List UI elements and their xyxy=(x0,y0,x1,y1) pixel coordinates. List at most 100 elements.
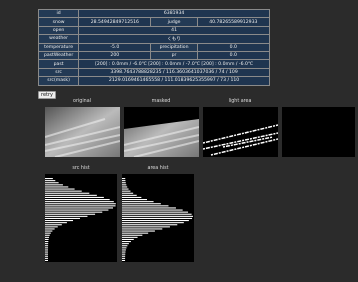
hist-stripe xyxy=(45,233,51,234)
hist-stripe xyxy=(45,241,48,242)
hist-stripe xyxy=(45,203,116,204)
cell-key: temperature xyxy=(39,43,79,51)
hist-stripe xyxy=(45,218,80,219)
hist-stripe xyxy=(122,226,170,227)
area-hist xyxy=(122,174,194,262)
hist-stripe xyxy=(122,180,125,181)
hist-stripe xyxy=(122,222,184,223)
cell-value: 6381934 xyxy=(79,10,270,18)
hist-stripe xyxy=(122,241,131,242)
hist-stripe xyxy=(45,231,52,232)
cell-value: 0.0 xyxy=(197,51,269,59)
cell-value: -5.0 xyxy=(79,43,151,51)
hist-stripe xyxy=(45,216,87,217)
hist-stripe xyxy=(45,256,48,257)
cell-value: くもり xyxy=(79,35,270,43)
hist-stripe xyxy=(45,193,89,194)
hist-stripe xyxy=(45,258,48,259)
hist-stripe xyxy=(45,195,97,196)
hist-stripe xyxy=(122,260,125,261)
hist-stripe xyxy=(122,178,125,179)
hist-stripe xyxy=(45,252,48,253)
hist-stripe xyxy=(122,220,189,221)
table-row: src(mask)2129.0169461465558 / 111.018396… xyxy=(39,77,270,85)
page: {"table": {"rows": [ ["id", "6381934"], … xyxy=(0,0,358,282)
hist-stripe xyxy=(122,218,192,219)
hist-stripe xyxy=(45,199,110,200)
hist-stripe xyxy=(45,186,68,187)
hist-stripe xyxy=(122,247,126,248)
hist-stripe xyxy=(45,224,62,225)
hist-stripe xyxy=(45,222,67,223)
table-row: past[200] : 0.0mm / -6.0℃ [200] : 0.0mm … xyxy=(39,60,270,68)
hist-stripe xyxy=(45,214,95,215)
hist-stripe xyxy=(122,214,192,215)
hist-stripe xyxy=(45,191,82,192)
hist-label: src hist xyxy=(45,166,117,171)
cell-key: pr xyxy=(151,51,197,59)
hist-stripe xyxy=(122,216,193,217)
hist-stripe xyxy=(122,186,127,187)
hist-stripe xyxy=(122,207,176,208)
hist-stripe xyxy=(122,237,138,238)
hist-stripe xyxy=(122,233,148,234)
cell-key: id xyxy=(39,10,79,18)
cell-key: past xyxy=(39,60,79,68)
image-label: original xyxy=(45,99,119,104)
cell-value: 40.78265589912933 xyxy=(197,18,269,26)
hist-stripe xyxy=(45,210,108,211)
masked-image xyxy=(124,107,199,157)
original-image xyxy=(45,107,120,157)
cell-key: src(mask) xyxy=(39,77,79,85)
hist-stripe xyxy=(45,178,53,179)
hist-stripe xyxy=(122,258,125,259)
hist-stripe xyxy=(122,199,147,200)
hist-stripe xyxy=(122,254,125,255)
cell-key: open xyxy=(39,26,79,34)
hist-stripe xyxy=(122,203,161,204)
hist-stripe xyxy=(122,252,125,253)
cell-key: weather xyxy=(39,35,79,43)
cell-key: snow xyxy=(39,18,79,26)
cell-value: [200] : 0.0mm / -6.0℃ [200] : 0.0mm / -7… xyxy=(79,60,270,68)
hist-stripe xyxy=(122,189,129,190)
hist-stripe xyxy=(45,205,116,206)
hist-stripe xyxy=(122,201,154,202)
cell-value: 41 xyxy=(79,26,270,34)
cell-key: judge xyxy=(151,18,197,26)
cell-value: 0.0 xyxy=(197,43,269,51)
hist-stripe xyxy=(122,205,168,206)
hist-stripe xyxy=(45,226,58,227)
cell-value: 28.54942849712516 xyxy=(79,18,151,26)
hist-stripe xyxy=(45,189,75,190)
hist-stripe xyxy=(45,245,48,246)
hist-stripe xyxy=(45,249,48,250)
hist-stripe xyxy=(45,260,48,261)
hist-stripe xyxy=(45,184,63,185)
hist-stripe xyxy=(45,243,48,244)
retry-button[interactable]: retry xyxy=(38,91,56,99)
hist-stripe xyxy=(45,228,55,229)
cell-key: precipitation xyxy=(151,43,197,51)
hist-stripe xyxy=(45,235,50,236)
hist-stripe xyxy=(122,184,126,185)
hist-stripe xyxy=(45,254,48,255)
hist-stripe xyxy=(45,182,59,183)
hist-stripe xyxy=(122,249,126,250)
hist-stripe xyxy=(122,182,126,183)
hist-label: area hist xyxy=(122,166,194,171)
hist-stripe xyxy=(45,237,49,238)
hist-stripe xyxy=(122,210,183,211)
hist-stripe xyxy=(122,195,137,196)
light-area-image xyxy=(203,107,278,157)
hist-stripe xyxy=(45,180,55,181)
cell-key: pastWeather xyxy=(39,51,79,59)
black-image xyxy=(282,107,355,157)
hist-stripe xyxy=(122,243,129,244)
